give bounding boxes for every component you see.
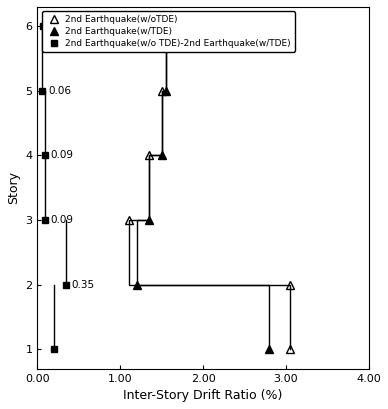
2nd Earthquake(w/oTDE) [147,153,152,158]
2nd Earthquake(w/TDE) [267,347,272,352]
Text: 0.09: 0.09 [50,215,73,225]
Line: 2nd Earthquake(w/o TDE)-2nd Earthquake(w/TDE): 2nd Earthquake(w/o TDE)-2nd Earthquake(w… [39,23,70,353]
Line: 2nd Earthquake(w/TDE): 2nd Earthquake(w/TDE) [133,22,274,353]
2nd Earthquake(w/oTDE) [163,24,168,29]
Text: 0.35: 0.35 [71,280,95,290]
Text: 0.09: 0.09 [50,151,73,160]
Text: 0.07: 0.07 [48,21,71,31]
2nd Earthquake(w/oTDE) [288,347,292,352]
2nd Earthquake(w/oTDE) [288,282,292,287]
2nd Earthquake(w/TDE) [163,24,168,29]
2nd Earthquake(w/o TDE)-2nd Earthquake(w/TDE) [43,218,47,222]
2nd Earthquake(w/o TDE)-2nd Earthquake(w/TDE) [52,347,56,352]
2nd Earthquake(w/o TDE)-2nd Earthquake(w/TDE) [64,282,69,287]
2nd Earthquake(w/o TDE)-2nd Earthquake(w/TDE) [41,24,46,29]
Line: 2nd Earthquake(w/oTDE): 2nd Earthquake(w/oTDE) [125,22,294,353]
2nd Earthquake(w/o TDE)-2nd Earthquake(w/TDE) [43,153,47,158]
2nd Earthquake(w/TDE) [135,282,139,287]
Y-axis label: Story: Story [7,171,20,204]
Text: 0.06: 0.06 [48,86,71,96]
2nd Earthquake(w/o TDE)-2nd Earthquake(w/TDE) [40,88,45,93]
2nd Earthquake(w/oTDE) [159,88,164,93]
Legend: 2nd Earthquake(w/oTDE), 2nd Earthquake(w/TDE), 2nd Earthquake(w/o TDE)-2nd Earth: 2nd Earthquake(w/oTDE), 2nd Earthquake(w… [42,11,295,52]
2nd Earthquake(w/TDE) [147,218,152,222]
2nd Earthquake(w/TDE) [159,153,164,158]
2nd Earthquake(w/TDE) [163,88,168,93]
X-axis label: Inter-Story Drift Ratio (%): Inter-Story Drift Ratio (%) [123,389,283,402]
2nd Earthquake(w/oTDE) [126,218,131,222]
